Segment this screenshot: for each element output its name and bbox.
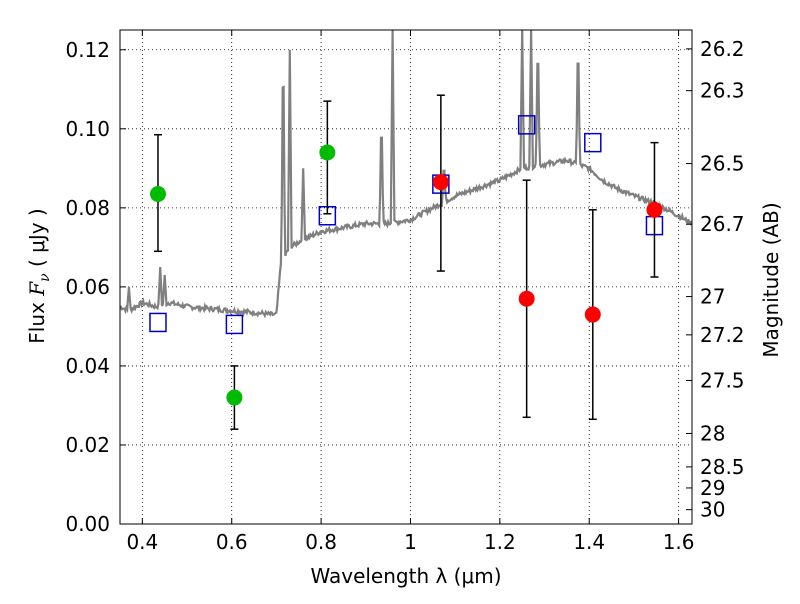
y-axis-label-symbol: F bbox=[25, 281, 49, 297]
right-tick-label: 28 bbox=[700, 421, 725, 445]
x-tick-label: 1.4 bbox=[573, 530, 605, 554]
y-axis-label-post: ( μJy ) bbox=[25, 208, 49, 273]
y-tick-label: 0.08 bbox=[65, 196, 110, 220]
y-axis-ticks: 0.00 0.02 0.04 0.06 0.08 0.10 0.12 bbox=[65, 38, 126, 536]
model-flux-square bbox=[149, 312, 167, 333]
right-tick-label: 30 bbox=[700, 498, 725, 522]
right-tick-label: 29 bbox=[700, 476, 725, 500]
right-tick-label: 28.5 bbox=[700, 455, 745, 479]
y-tick-label: 0.02 bbox=[65, 433, 110, 457]
plot-frame bbox=[119, 29, 693, 525]
right-tick-label: 27.5 bbox=[700, 369, 745, 393]
right-tick-label: 26.2 bbox=[700, 37, 745, 61]
red-flux-point bbox=[432, 174, 449, 191]
right-tick-label: 26.5 bbox=[700, 152, 745, 176]
red-flux-point bbox=[518, 290, 535, 307]
model-flux-square bbox=[517, 115, 536, 135]
green-flux-point bbox=[226, 389, 243, 406]
y-axis-label-pre: Flux bbox=[25, 296, 49, 344]
red-flux-point bbox=[584, 306, 601, 323]
x-tick-label: 0.4 bbox=[126, 530, 158, 554]
x-tick-label: 1.6 bbox=[663, 530, 695, 554]
x-axis-label: Wavelength λ (μm) bbox=[310, 564, 501, 588]
green-flux-point bbox=[319, 144, 336, 161]
x-tick-label: 0.8 bbox=[305, 530, 337, 554]
right-tick-label: 26.3 bbox=[700, 79, 745, 103]
x-tick-label: 0.6 bbox=[216, 530, 248, 554]
right-axis-label: Magnitude (AB) bbox=[759, 202, 783, 357]
x-tick-label: 1 bbox=[404, 530, 417, 554]
model-flux-square bbox=[584, 132, 602, 153]
x-tick-label: 1.2 bbox=[484, 530, 516, 554]
green-flux-point bbox=[149, 186, 166, 203]
red-flux-point bbox=[646, 201, 663, 218]
data-points bbox=[149, 94, 664, 430]
grid-layer bbox=[120, 30, 692, 525]
y-axis-label-subscript: ν bbox=[37, 273, 53, 282]
right-tick-label: 27.2 bbox=[700, 323, 745, 347]
right-tick-label: 26.7 bbox=[700, 212, 745, 236]
y-axis-label: Flux Fν ( μJy ) bbox=[25, 208, 53, 343]
model-spectrum bbox=[120, 30, 692, 319]
y-tick-label: 0.12 bbox=[65, 38, 110, 62]
y-tick-label: 0.06 bbox=[65, 275, 110, 299]
y-tick-label: 0.00 bbox=[65, 512, 110, 536]
model-flux-square bbox=[225, 314, 244, 335]
x-axis-ticks: 0.4 0.6 0.8 1 1.2 1.4 1.6 bbox=[126, 30, 695, 554]
spectrum-line bbox=[120, 30, 692, 319]
y-tick-label: 0.10 bbox=[65, 117, 110, 141]
right-tick-label: 27 bbox=[700, 285, 725, 309]
y-tick-label: 0.04 bbox=[65, 354, 110, 378]
